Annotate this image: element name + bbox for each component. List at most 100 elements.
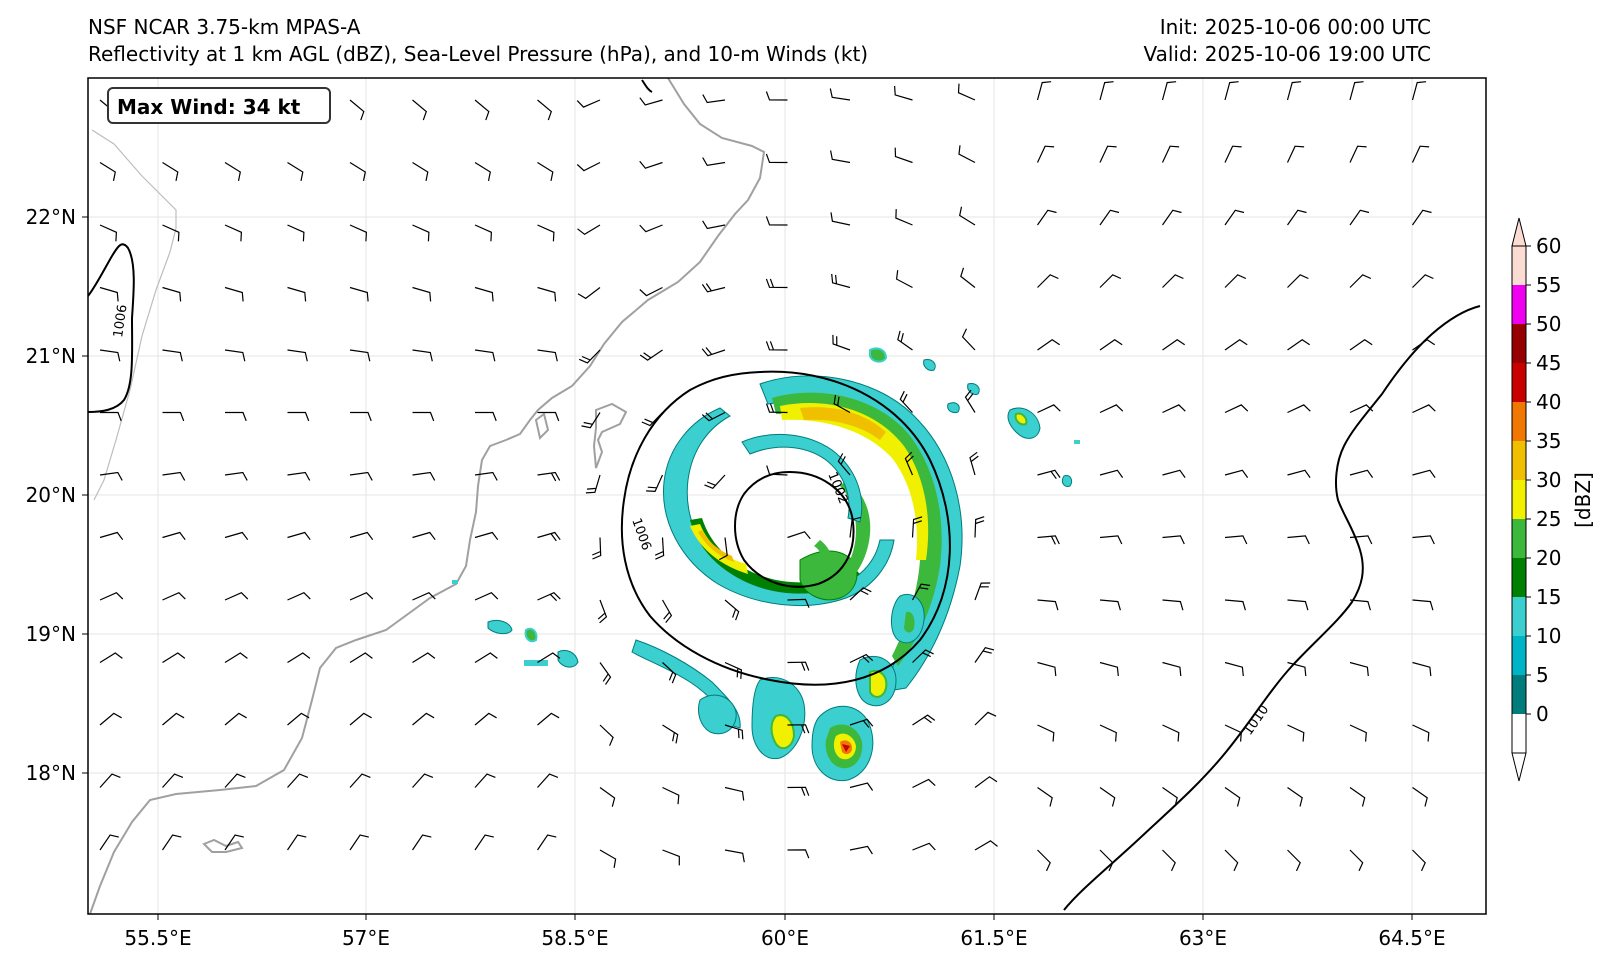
wind-barb — [1037, 661, 1057, 677]
colorbar-segment — [1512, 285, 1526, 324]
wind-barb — [1349, 274, 1372, 288]
wind-barb — [701, 283, 726, 293]
wind-barb — [412, 161, 429, 182]
wind-barb — [974, 711, 997, 726]
wind-barb — [287, 411, 310, 422]
wind-barb — [412, 773, 434, 788]
wind-barb — [957, 83, 976, 101]
wind-barb — [1349, 469, 1374, 478]
colorbar-segment — [1512, 441, 1526, 480]
wind-barb — [1036, 145, 1055, 163]
wind-barb — [99, 471, 123, 481]
wind-barb — [724, 599, 740, 621]
wind-barb — [1162, 535, 1185, 545]
colorbar-tick-label: 45 — [1536, 351, 1561, 375]
wind-barb — [974, 516, 985, 538]
wind-barb — [1224, 404, 1249, 414]
wind-barb — [287, 531, 311, 541]
wind-barb — [724, 849, 745, 863]
wind-barb — [412, 531, 436, 541]
wind-barb — [577, 287, 601, 300]
wind-barb — [537, 349, 558, 362]
wind-barb — [224, 712, 247, 726]
wind-barb — [974, 840, 998, 851]
wind-barb — [1099, 787, 1116, 807]
wind-barb — [1161, 81, 1177, 101]
wind-barb — [1286, 145, 1305, 163]
wind-barb — [1099, 724, 1117, 742]
wind-barb — [349, 773, 371, 788]
wind-barb — [1224, 535, 1248, 545]
wind-barb — [765, 153, 788, 164]
wind-barb — [1349, 661, 1369, 677]
wind-barb — [1287, 469, 1311, 478]
wind-barb — [162, 591, 186, 601]
wind-barb — [974, 776, 998, 788]
wind-barb — [1287, 787, 1303, 807]
wind-barb — [162, 471, 186, 481]
wind-barb — [849, 845, 873, 855]
wind-barb — [99, 834, 119, 851]
wind-barb — [1412, 338, 1436, 351]
y-tick-label: 20°N — [26, 483, 76, 507]
reflectivity-field — [452, 347, 1080, 782]
wind-barb — [1037, 787, 1053, 807]
wind-barb — [1099, 661, 1119, 677]
wind-barb — [162, 652, 186, 664]
wind-barb — [224, 471, 248, 481]
wind-barb — [349, 712, 372, 726]
wind-barb — [702, 157, 726, 167]
wind-barb — [912, 778, 936, 789]
wind-barb — [959, 206, 976, 226]
wind-barb — [287, 286, 307, 302]
field-description: Reflectivity at 1 km AGL (dBZ), Sea-Leve… — [88, 42, 869, 66]
x-tick-label: 64.5°E — [1378, 926, 1445, 950]
wind-barb — [1412, 274, 1434, 288]
wind-barb — [701, 411, 726, 422]
x-tick-label: 57°E — [342, 926, 390, 950]
wind-barb — [224, 773, 246, 788]
init-time: Init: 2025-10-06 00:00 UTC — [1159, 15, 1431, 39]
wind-barb — [787, 661, 810, 671]
wind-barb — [537, 471, 561, 482]
wind-barb — [599, 787, 616, 807]
wind-barb — [412, 224, 430, 242]
model-title: NSF NCAR 3.75-km MPAS-A — [88, 15, 361, 39]
wind-barb — [832, 334, 851, 351]
wind-barb — [99, 224, 118, 242]
wind-barb — [833, 394, 851, 414]
y-axis: 22°N 21°N 20°N 19°N 18°N — [26, 205, 88, 785]
wind-barb — [1162, 599, 1184, 611]
wind-barb — [1099, 599, 1121, 611]
colorbar-segment — [1512, 675, 1526, 714]
colorbar-frame — [1511, 245, 1527, 754]
wind-barb — [349, 834, 369, 851]
wind-barb — [897, 330, 913, 351]
wind-barb — [225, 411, 247, 422]
wind-barb — [719, 537, 728, 561]
wind-barb — [1099, 81, 1114, 101]
wind-barb — [1099, 145, 1117, 163]
wind-barb — [474, 773, 496, 788]
wind-barb — [592, 537, 602, 560]
wind-barb — [162, 349, 183, 362]
colorbar-segment — [1512, 246, 1526, 285]
wind-barb — [895, 270, 913, 289]
wind-barb — [912, 649, 934, 663]
colorbar-segment — [1512, 597, 1526, 636]
wind-barb — [1349, 535, 1373, 545]
wind-barb — [830, 212, 851, 226]
wind-barb — [224, 349, 246, 362]
wind-barb — [1349, 145, 1367, 163]
wind-barb — [787, 849, 810, 859]
wind-barb — [724, 661, 743, 679]
wind-barb — [1349, 599, 1371, 611]
wind-barb — [1287, 274, 1309, 288]
wind-barb — [537, 712, 560, 726]
wind-barb — [1099, 469, 1124, 478]
wind-barb — [1224, 724, 1242, 742]
colorbar-tick-label: 35 — [1536, 429, 1561, 453]
wind-barb — [578, 349, 601, 364]
wind-barb — [1224, 338, 1248, 351]
wind-barb — [349, 224, 368, 242]
